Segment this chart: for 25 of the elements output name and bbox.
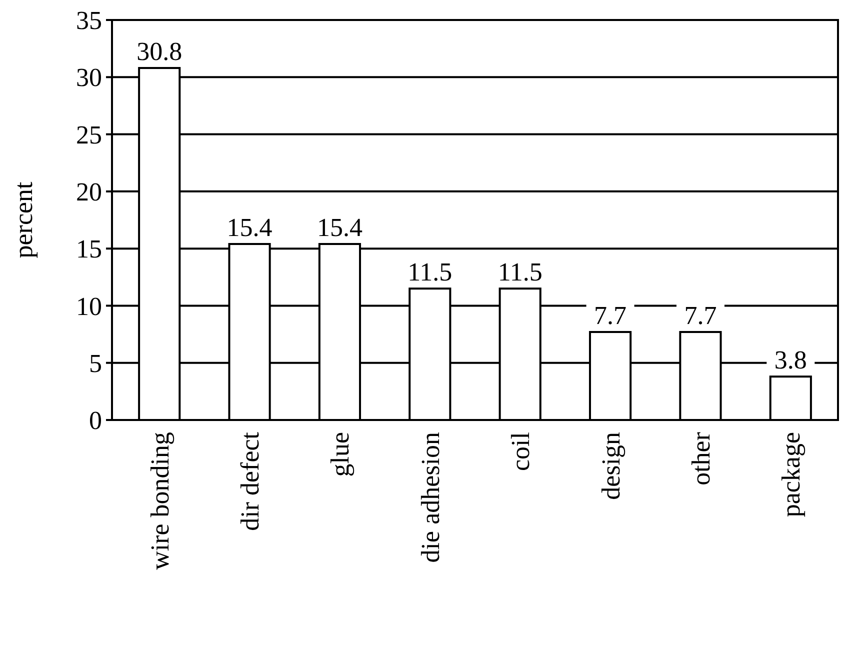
y-tick-label: 35 [76, 6, 102, 36]
y-tick-label: 10 [76, 292, 102, 321]
data-label: 11.5 [498, 258, 542, 287]
y-tick-label: 0 [89, 406, 102, 436]
y-axis-title: percent [9, 180, 38, 258]
x-tick-label: glue [326, 432, 355, 477]
x-tick-label: coil [506, 432, 536, 471]
data-label: 11.5 [408, 258, 452, 287]
data-label: 7.7 [594, 301, 627, 330]
y-tick-label: 5 [89, 348, 102, 378]
data-label: 15.4 [226, 213, 272, 242]
y-tick-label: 15 [76, 234, 102, 264]
x-tick-label: design [596, 432, 626, 500]
y-tick-label: 25 [76, 120, 102, 150]
x-tick-label: other [686, 432, 716, 486]
data-label: 30.8 [136, 37, 182, 66]
data-label: 7.7 [684, 301, 717, 330]
x-tick-label: wire bonding [145, 432, 174, 570]
y-tick-label: 20 [76, 178, 102, 207]
x-tick-label: package [776, 432, 806, 518]
y-tick-label: 30 [76, 63, 102, 92]
x-tick-label: die adhesion [416, 432, 445, 563]
data-label: 15.4 [316, 213, 362, 242]
data-label: 3.8 [774, 346, 807, 375]
x-tick-label: dir defect [236, 431, 265, 531]
